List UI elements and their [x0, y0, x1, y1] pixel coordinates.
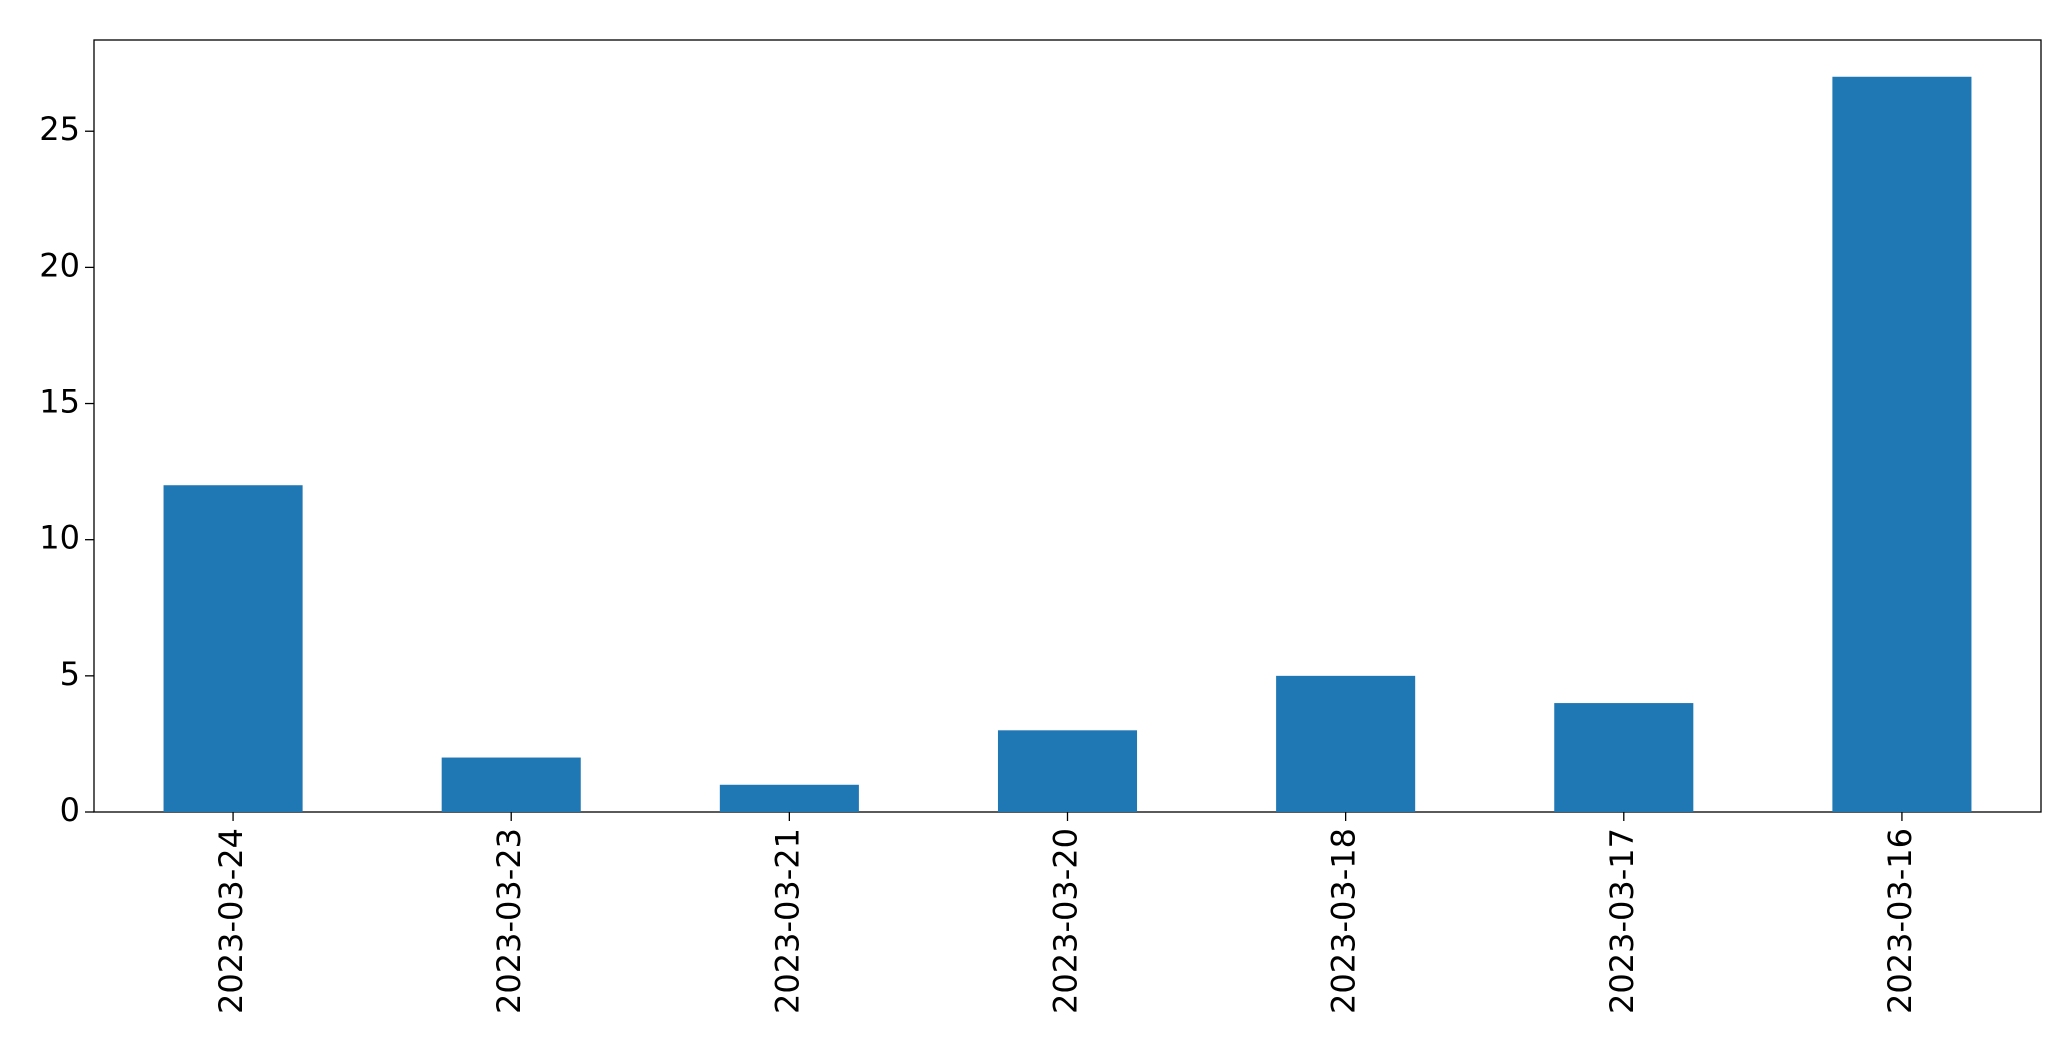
x-tick-label: 2023-03-21	[768, 828, 806, 1014]
y-tick-label: 25	[39, 110, 80, 148]
bar	[441, 757, 581, 812]
x-tick-label: 2023-03-18	[1325, 828, 1363, 1014]
bar	[719, 784, 859, 812]
bar	[163, 485, 303, 812]
axes-frame	[93, 39, 2042, 813]
bar	[997, 730, 1138, 812]
x-tick-label: 2023-03-24	[212, 828, 250, 1014]
bar	[1832, 76, 1972, 812]
y-tick-label: 10	[39, 519, 80, 557]
y-tick-label: 5	[60, 655, 80, 693]
x-tick-label: 2023-03-20	[1047, 828, 1085, 1014]
x-tick-label: 2023-03-23	[490, 828, 528, 1014]
y-tick-label: 20	[39, 246, 80, 284]
x-tick-label: 2023-03-17	[1603, 828, 1641, 1014]
bar	[1554, 703, 1694, 812]
y-tick-label: 0	[60, 791, 80, 829]
x-tick-label: 2023-03-16	[1881, 828, 1919, 1014]
bar	[1276, 675, 1416, 812]
y-tick-label: 15	[39, 383, 80, 421]
